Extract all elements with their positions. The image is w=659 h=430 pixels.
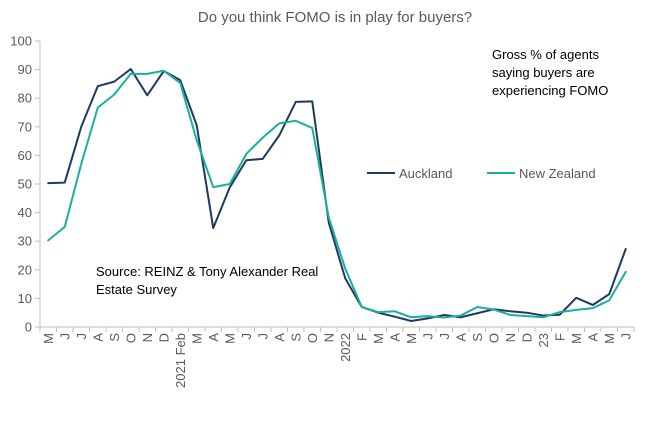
x-tick-label: O <box>305 333 320 343</box>
legend-label-new-zealand: New Zealand <box>519 166 596 181</box>
series-line-auckland <box>47 68 627 322</box>
y-tick-label: 90 <box>18 62 32 77</box>
note-line: saying buyers are <box>492 65 595 80</box>
x-tick-label: S <box>107 333 122 342</box>
x-tick-label: M <box>404 333 419 344</box>
x-tick-label: S <box>288 333 303 342</box>
y-tick-label: 40 <box>18 205 32 220</box>
x-tick-label: O <box>486 333 501 343</box>
x-tick-label: A <box>206 333 221 342</box>
x-tick-label: N <box>321 333 336 342</box>
x-tick-label: 2021 Feb <box>173 333 188 388</box>
x-tick-label: 2022 <box>338 333 353 362</box>
x-tick-label: O <box>123 333 138 343</box>
y-tick-label: 100 <box>10 34 32 49</box>
legend-label-auckland: Auckland <box>399 166 452 181</box>
series-line-new-zealand <box>47 69 627 319</box>
x-tick-label: A <box>585 333 600 342</box>
x-tick-label: J <box>437 333 452 340</box>
x-tick-label: J <box>420 333 435 340</box>
x-tick-label: M <box>371 333 386 344</box>
x-tick-label: A <box>90 333 105 342</box>
x-tick-label: A <box>387 333 402 342</box>
x-tick-label: D <box>156 333 171 342</box>
y-tick-label: 60 <box>18 148 32 163</box>
x-tick-label: J <box>618 333 633 340</box>
x-tick-label: N <box>140 333 155 342</box>
source-line: Source: REINZ & Tony Alexander Real <box>96 264 318 279</box>
y-tick-label: 70 <box>18 119 32 134</box>
x-axis: M J J A S O N D 2021 Feb M A M J J A S O N 2022 F M A M J J A S O N D… <box>39 326 635 388</box>
series-lines <box>47 68 627 322</box>
y-tick-label: 0 <box>25 320 32 335</box>
x-tick-label: J <box>255 333 270 340</box>
x-tick-label: M <box>41 333 56 344</box>
source-line: Estate Survey <box>96 282 177 297</box>
x-tick-label: A <box>453 333 468 342</box>
y-tick-label: 30 <box>18 234 32 249</box>
x-tick-label: F <box>354 333 369 341</box>
x-tick-label: F <box>552 333 567 341</box>
annotations: Gross % of agents saying buyers are experi… <box>96 47 608 297</box>
x-tick-label: A <box>272 333 287 342</box>
x-tick-label: N <box>503 333 518 342</box>
x-tick-label: 23 <box>536 333 551 347</box>
x-tick-label: J <box>239 333 254 340</box>
legend: Auckland New Zealand <box>367 166 596 181</box>
x-tick-label: M <box>189 333 204 344</box>
x-tick-label: M <box>569 333 584 344</box>
note-line: experiencing FOMO <box>492 83 608 98</box>
y-tick-label: 50 <box>18 177 32 192</box>
y-tick-label: 20 <box>18 262 32 277</box>
x-tick-label: D <box>519 333 534 342</box>
y-axis: 0 10 20 30 40 50 60 70 80 90 100 <box>10 34 41 335</box>
note-line: Gross % of agents <box>492 47 599 62</box>
x-tick-label: J <box>74 333 89 340</box>
y-tick-label: 80 <box>18 91 32 106</box>
x-tick-label: S <box>470 333 485 342</box>
x-tick-label: M <box>222 333 237 344</box>
y-tick-label: 10 <box>18 291 32 306</box>
chart-title: Do you think FOMO is in play for buyers? <box>198 9 472 26</box>
x-tick-label: M <box>602 333 617 344</box>
x-tick-label: J <box>57 333 72 340</box>
